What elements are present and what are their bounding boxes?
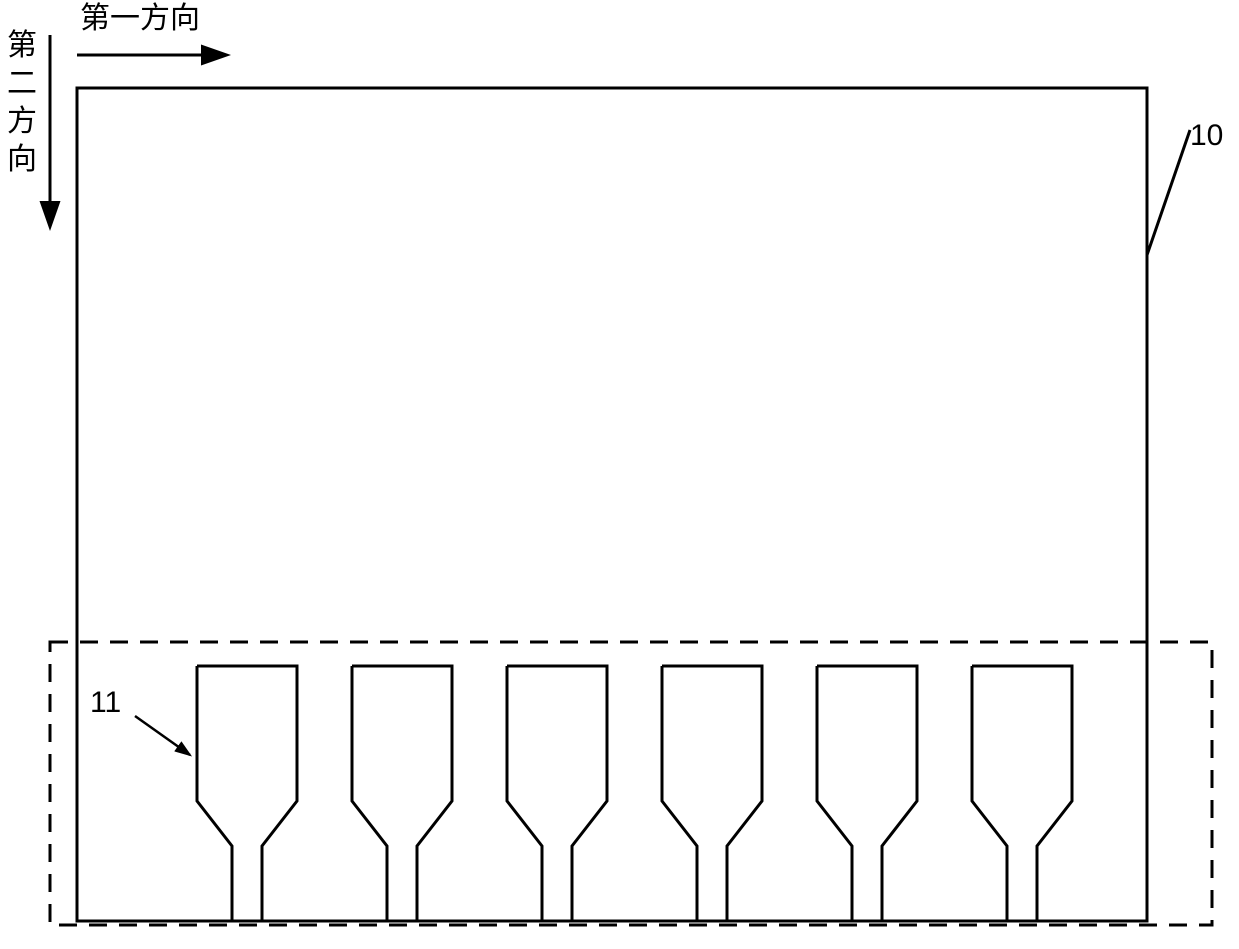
vertical-axis-label-char: 第 xyxy=(7,29,37,62)
vertical-axis-label-char: 向 xyxy=(7,143,37,176)
main-panel-rect xyxy=(77,88,1147,921)
vertical-axis-label-char: 二 xyxy=(7,67,37,100)
connector-shape xyxy=(817,666,917,921)
label-10: 10 xyxy=(1190,119,1223,152)
connector-shape xyxy=(662,666,762,921)
label-11-arrow xyxy=(135,716,190,755)
connector-shape xyxy=(197,666,297,921)
connector-shape xyxy=(507,666,607,921)
label-10-leader xyxy=(1147,130,1190,255)
label-11: 11 xyxy=(90,686,121,719)
vertical-axis-label-char: 方 xyxy=(7,105,37,138)
connector-shape xyxy=(352,666,452,921)
diagram-container: 第一方向第二方向 10 11 xyxy=(0,0,1239,949)
connector-shape xyxy=(972,666,1072,921)
technical-diagram-svg: 第一方向第二方向 10 11 xyxy=(0,0,1239,949)
horizontal-axis-label: 第一方向 xyxy=(80,2,200,35)
